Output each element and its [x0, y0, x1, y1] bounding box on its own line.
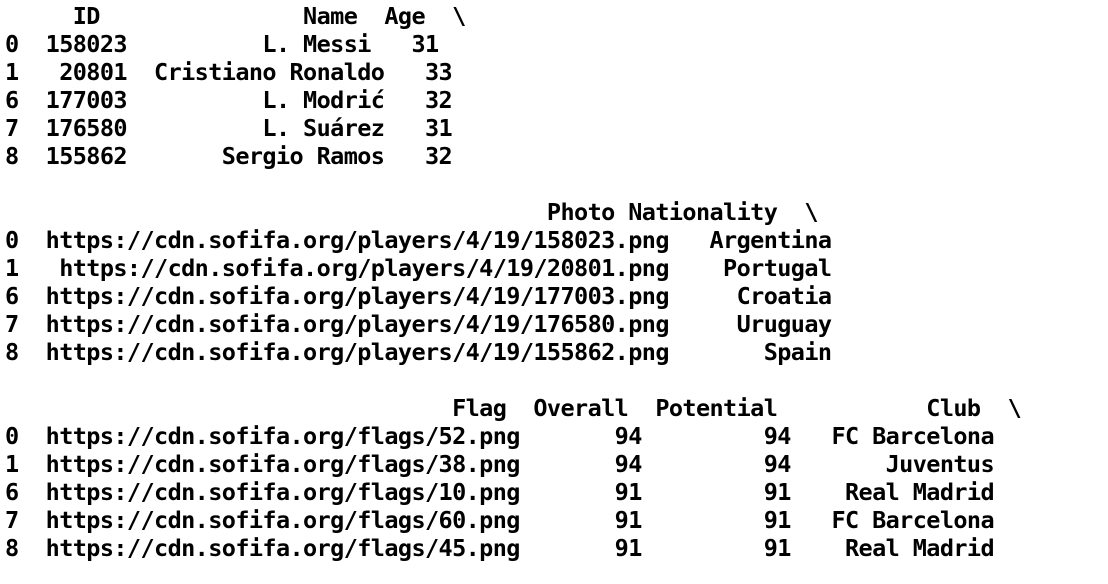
- header-row-block-1: ID Name Age \: [5, 2, 467, 30]
- data-row: 8 https://cdn.sofifa.org/players/4/19/15…: [5, 338, 832, 366]
- data-row: 6 https://cdn.sofifa.org/flags/10.png 91…: [5, 478, 995, 506]
- data-row: 8 155862 Sergio Ramos 32: [5, 142, 453, 170]
- data-row: 8 https://cdn.sofifa.org/flags/45.png 91…: [5, 534, 995, 562]
- header-row-block-3: Flag Overall Potential Club \: [5, 394, 1022, 422]
- data-row: 0 https://cdn.sofifa.org/players/4/19/15…: [5, 226, 832, 254]
- data-row: 0 158023 L. Messi 31: [5, 30, 439, 58]
- data-row: 6 177003 L. Modrić 32: [5, 86, 453, 114]
- blank-line: [5, 170, 1021, 198]
- header-row-block-2: Photo Nationality \: [5, 198, 819, 226]
- data-row: 7 https://cdn.sofifa.org/flags/60.png 91…: [5, 506, 995, 534]
- data-row: 1 20801 Cristiano Ronaldo 33: [5, 58, 453, 86]
- data-row: 1 https://cdn.sofifa.org/players/4/19/20…: [5, 254, 832, 282]
- dataframe-output: ID Name Age \ 0 158023 L. Messi 31 1 20801…: [5, 2, 1022, 562]
- data-row: 1 https://cdn.sofifa.org/flags/38.png 94…: [5, 450, 995, 478]
- data-row: 7 https://cdn.sofifa.org/players/4/19/17…: [5, 310, 832, 338]
- data-row: 6 https://cdn.sofifa.org/players/4/19/17…: [5, 282, 832, 310]
- blank-line: [5, 366, 1021, 394]
- data-row: 0 https://cdn.sofifa.org/flags/52.png 94…: [5, 422, 995, 450]
- data-row: 7 176580 L. Suárez 31: [5, 114, 453, 142]
